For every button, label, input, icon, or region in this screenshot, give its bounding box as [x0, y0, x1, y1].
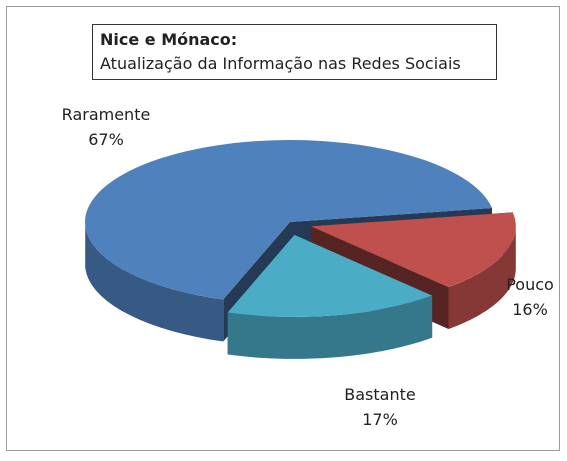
slice-value-label: 17% — [362, 410, 398, 429]
slice-side — [85, 225, 224, 342]
chart-subtitle: Atualização da Informação nas Redes Soci… — [100, 54, 461, 73]
slice — [85, 140, 493, 300]
slice-label: Pouco — [506, 275, 554, 294]
title-box — [92, 24, 497, 80]
slice-value-label: 16% — [512, 300, 548, 319]
slice-label: Bastante — [344, 385, 415, 404]
slice-side — [227, 295, 433, 359]
chart-title: Nice e Mónaco: — [100, 30, 237, 49]
slice — [227, 234, 433, 317]
slice-side — [448, 226, 516, 330]
pie — [85, 140, 516, 359]
slice-value-label: 67% — [88, 130, 124, 149]
slice-label: Raramente — [62, 105, 151, 124]
slice — [310, 212, 516, 288]
